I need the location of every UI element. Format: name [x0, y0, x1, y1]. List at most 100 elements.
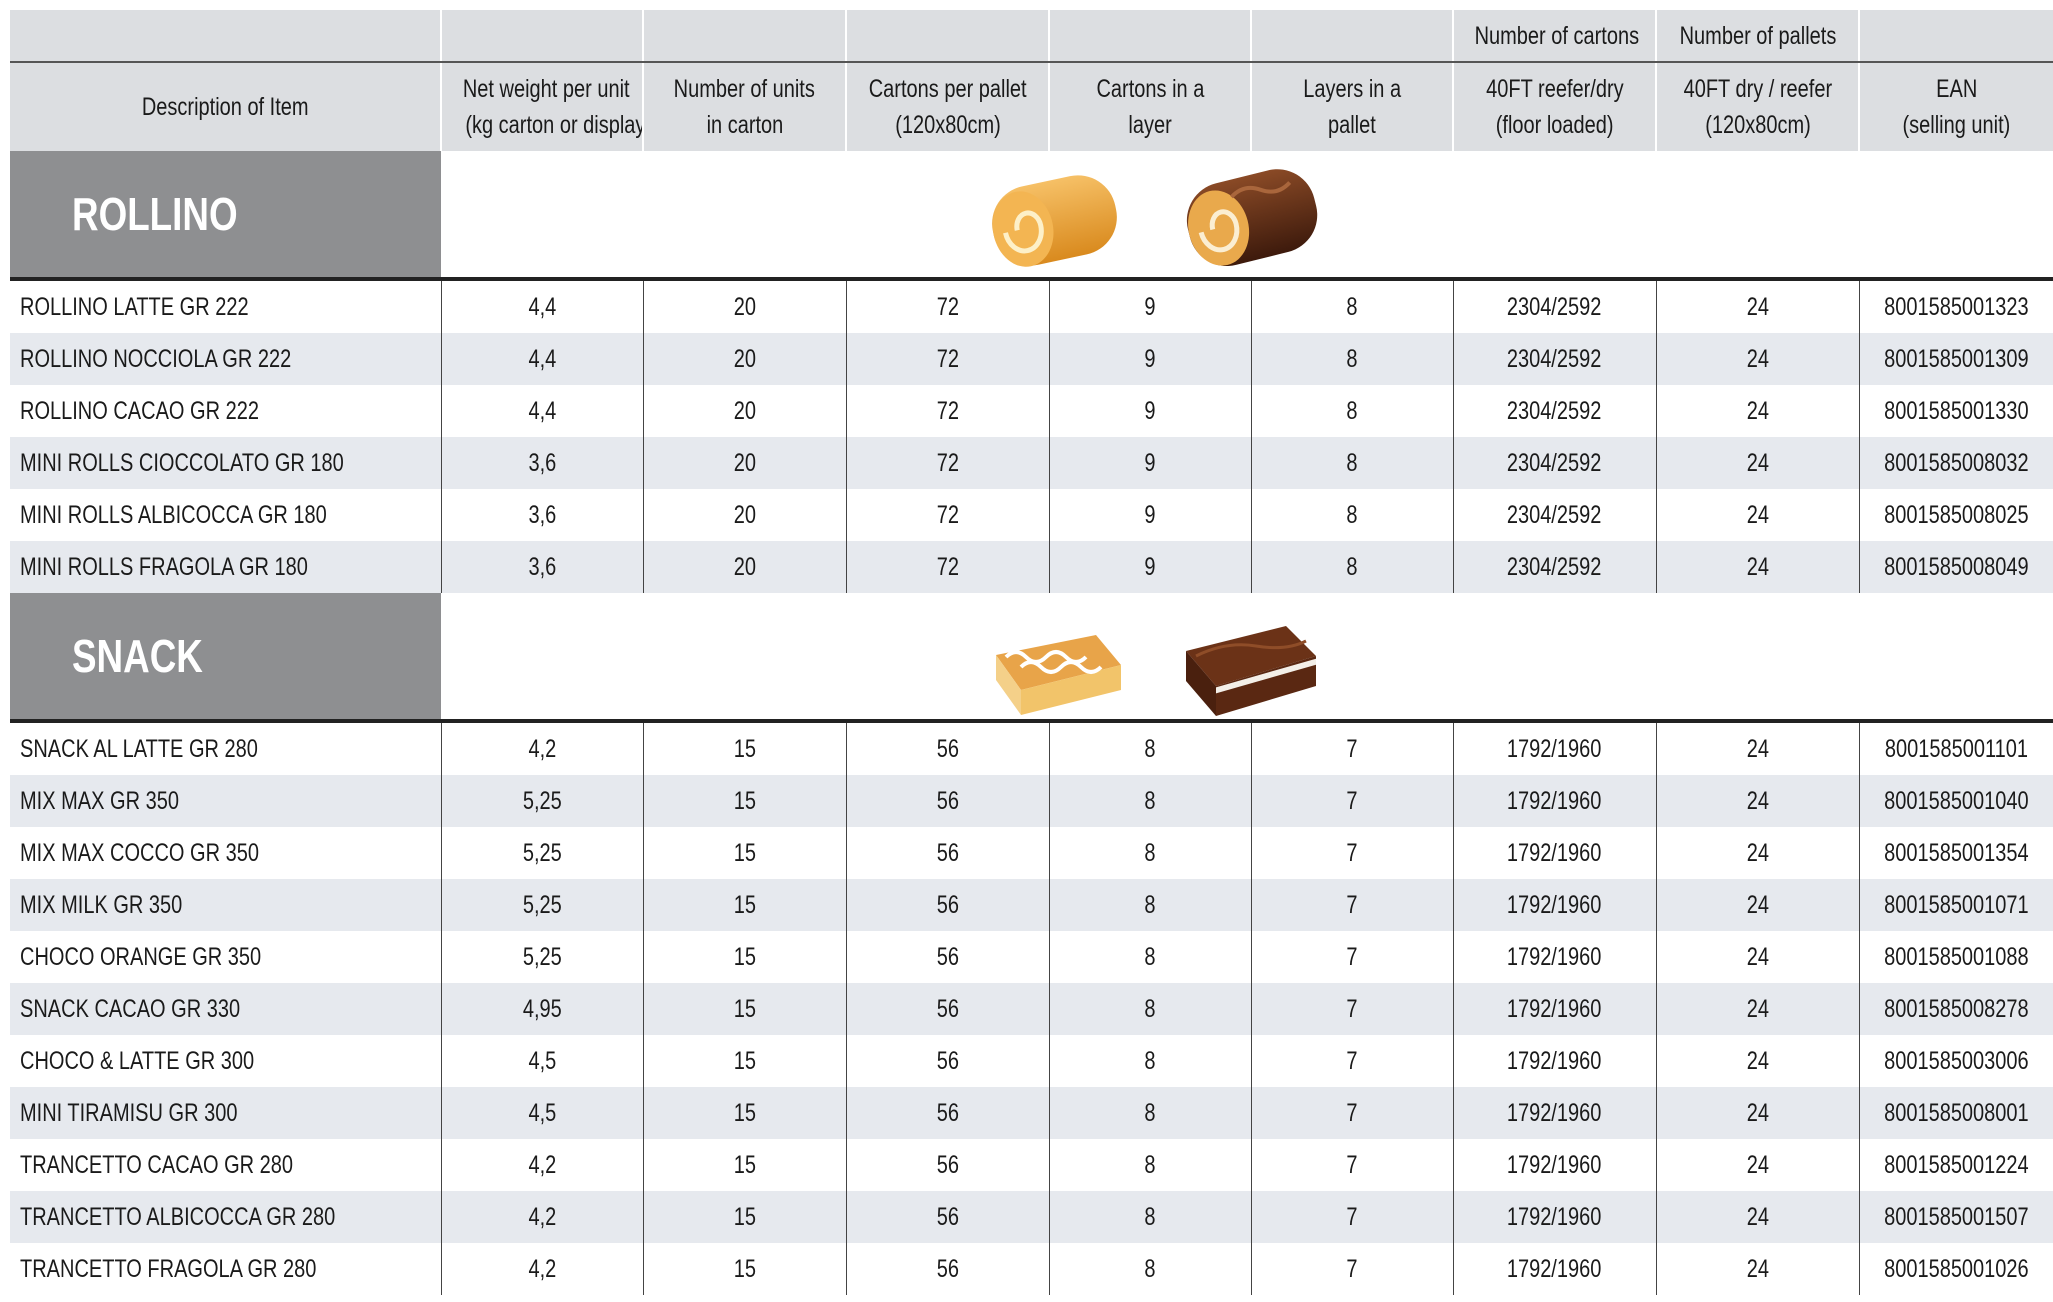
- data-cell: 56: [846, 931, 1049, 983]
- cell-text: MINI ROLLS CIOCCOLATO GR 180: [20, 449, 344, 478]
- cell-text: 15: [733, 1151, 755, 1180]
- cell-text: 72: [936, 553, 958, 582]
- cell-text: ROLLINO NOCCIOLA GR 222: [20, 345, 291, 374]
- section-title: ROLLINO: [10, 151, 441, 279]
- cell-text: Number of cartons: [1475, 18, 1640, 54]
- data-cell: MIX MAX COCCO GR 350: [10, 827, 441, 879]
- header-line: (120x80cm): [847, 107, 1048, 143]
- data-cell: 2304/2592: [1453, 541, 1656, 593]
- cell-text: 56: [936, 1047, 958, 1076]
- data-cell: 8001585001323: [1859, 279, 2053, 333]
- cell-text: 7: [1346, 839, 1357, 868]
- data-cell: 24: [1656, 489, 1859, 541]
- cell-text: 24: [1746, 839, 1768, 868]
- cell-text: 1792/1960: [1507, 735, 1602, 764]
- header-group-row: Number of cartons Number of pallets: [10, 10, 2053, 62]
- data-cell: 9: [1049, 541, 1251, 593]
- table: Number of cartons Number of pallets Descri…: [10, 10, 2053, 1295]
- cell-text: 20: [733, 449, 755, 478]
- data-cell: 24: [1656, 385, 1859, 437]
- cell-text: 9: [1144, 293, 1155, 322]
- cell-text: 56: [936, 995, 958, 1024]
- cell-text: 8: [1346, 449, 1357, 478]
- data-cell: MINI ROLLS ALBICOCCA GR 180: [10, 489, 441, 541]
- cell-text: Number of pallets: [1679, 18, 1836, 54]
- header-line: (selling unit): [1860, 107, 2053, 143]
- data-cell: 7: [1251, 931, 1453, 983]
- cell-text: 24: [1746, 1255, 1768, 1284]
- data-cell: 7: [1251, 1035, 1453, 1087]
- data-cell: 72: [846, 437, 1049, 489]
- data-cell: 24: [1656, 279, 1859, 333]
- data-cell: 8001585001101: [1859, 721, 2053, 775]
- data-cell: 20: [643, 541, 846, 593]
- cell-text: (selling unit): [1903, 107, 2011, 143]
- data-cell: 24: [1656, 541, 1859, 593]
- cell-text: 9: [1144, 449, 1155, 478]
- data-cell: 56: [846, 983, 1049, 1035]
- cell-text: 8: [1144, 1047, 1155, 1076]
- cell-text: 7: [1346, 943, 1357, 972]
- data-cell: 72: [846, 333, 1049, 385]
- data-cell: 56: [846, 775, 1049, 827]
- product-images: [441, 151, 2053, 277]
- data-cell: 9: [1049, 279, 1251, 333]
- data-cell: 3,6: [441, 437, 643, 489]
- cell-text: 72: [936, 345, 958, 374]
- cell-text: 24: [1746, 501, 1768, 530]
- cell-text: 1792/1960: [1507, 1255, 1602, 1284]
- data-cell: 8001585001040: [1859, 775, 2053, 827]
- data-cell: 8: [1049, 721, 1251, 775]
- header-line: Layers in a: [1252, 71, 1452, 107]
- header-cell: Cartons per pallet(120x80cm): [846, 62, 1049, 151]
- cell-text: 8: [1144, 891, 1155, 920]
- data-cell: 24: [1656, 1087, 1859, 1139]
- cell-text: Net weight per unit: [463, 71, 630, 107]
- data-cell: 8: [1251, 385, 1453, 437]
- data-cell: 24: [1656, 1243, 1859, 1295]
- data-cell: 8: [1049, 931, 1251, 983]
- cell-text: 8001585008049: [1884, 553, 2029, 582]
- header-cell: Description of Item: [10, 62, 441, 151]
- cell-text: 56: [936, 735, 958, 764]
- cell-text: (120x80cm): [895, 107, 1001, 143]
- cell-text: 3,6: [528, 553, 556, 582]
- header-group-cell: [1251, 10, 1453, 62]
- data-cell: 1792/1960: [1453, 721, 1656, 775]
- data-cell: 1792/1960: [1453, 775, 1656, 827]
- cell-text: 9: [1144, 345, 1155, 374]
- data-cell: 56: [846, 1191, 1049, 1243]
- cell-text: (120x80cm): [1705, 107, 1811, 143]
- cell-text: 15: [733, 1203, 755, 1232]
- data-cell: 20: [643, 489, 846, 541]
- data-cell: ROLLINO CACAO GR 222: [10, 385, 441, 437]
- cell-text: 8001585001101: [1885, 735, 2028, 764]
- cell-text: 2304/2592: [1507, 553, 1602, 582]
- cell-text: 1792/1960: [1507, 1151, 1602, 1180]
- data-cell: 4,4: [441, 279, 643, 333]
- data-cell: 15: [643, 1191, 846, 1243]
- cell-text: 4,2: [528, 1151, 556, 1180]
- data-cell: 15: [643, 1087, 846, 1139]
- data-cell: 2304/2592: [1453, 385, 1656, 437]
- cell-text: 4,2: [528, 735, 556, 764]
- header-line: 40FT dry / reefer: [1657, 71, 1858, 107]
- header-group-cell: [1859, 10, 2053, 62]
- data-cell: 24: [1656, 1191, 1859, 1243]
- cell-text: 72: [936, 397, 958, 426]
- cell-text: 24: [1746, 891, 1768, 920]
- cell-text: 8: [1144, 1255, 1155, 1284]
- cell-text: (floor loaded): [1496, 107, 1614, 143]
- data-cell: 1792/1960: [1453, 983, 1656, 1035]
- data-cell: 8: [1251, 437, 1453, 489]
- cell-text: 8001585001323: [1884, 293, 2029, 322]
- data-cell: 8001585001330: [1859, 385, 2053, 437]
- data-cell: 8: [1049, 1035, 1251, 1087]
